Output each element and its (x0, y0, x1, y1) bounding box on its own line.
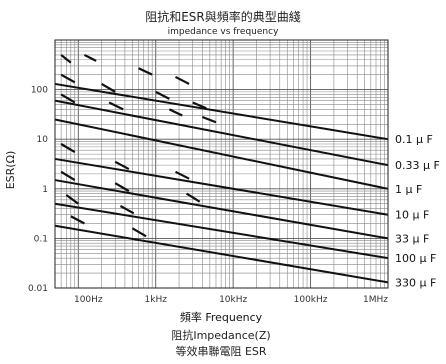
esr-dash (60, 143, 76, 154)
series-label: 330 μ F (395, 276, 436, 289)
y-axis-label: ESR(Ω) (4, 151, 17, 190)
x-tick-labels: 100Hz 1kHz 10kHz 100kHz 1MHz (74, 295, 388, 305)
esr-dash (60, 170, 76, 182)
esr-dash (174, 170, 190, 180)
esr-dash (114, 182, 130, 193)
esr-dash (65, 194, 79, 205)
series-label: 10 μ F (395, 209, 429, 222)
esr-dash (155, 90, 170, 100)
esr-dash (174, 75, 190, 85)
impedance-line (54, 224, 389, 284)
esr-dash (83, 53, 97, 62)
y-tick-label: 0.1 (34, 234, 48, 244)
esr-dash (60, 73, 76, 84)
esr-dash (101, 82, 116, 93)
impedance-line (54, 118, 389, 190)
footer-esr-label: 等效串聯電阻 ESR (175, 344, 266, 358)
esr-dash (168, 108, 183, 117)
x-tick-label: 10kHz (219, 295, 247, 305)
series-label: 100 μ F (395, 252, 436, 265)
series-label: 0.33 μ F (395, 159, 440, 172)
y-tick-label: 1 (42, 185, 48, 195)
esr-dash (60, 93, 76, 104)
y-tick-label: 10 (37, 135, 49, 145)
esr-dash (192, 101, 207, 110)
esr-dash (119, 205, 135, 215)
y-tick-label: 0.01 (28, 284, 48, 294)
x-axis-label: 頻率 Frequency (180, 310, 263, 324)
impedance-line (54, 202, 389, 260)
x-tick-label: 1MHz (363, 295, 388, 305)
x-tick-label: 100kHz (294, 295, 328, 305)
series-label: 0.1 μ F (395, 133, 433, 146)
impedance-lines (54, 82, 389, 284)
series-labels: 0.1 μ F 0.33 μ F 1 μ F 10 μ F 33 μ F 100 μ F 3… (395, 133, 440, 289)
esr-dash (70, 215, 85, 225)
esr-dash (60, 54, 72, 64)
chart-title: 阻抗和ESR與頻率的典型曲綫 (145, 9, 301, 24)
esr-dash (108, 101, 124, 111)
y-tick-labels: 100 10 1 0.1 0.01 (28, 86, 48, 294)
esr-dash (201, 115, 217, 124)
esr-marks (60, 53, 217, 238)
impedance-line (54, 157, 389, 216)
x-tick-label: 100Hz (74, 295, 103, 305)
esr-dash (138, 67, 153, 76)
esr-dash (114, 160, 130, 171)
impedance-line (54, 179, 389, 240)
x-tick-label: 1kHz (145, 295, 168, 305)
impedance-line (54, 82, 389, 141)
series-label: 33 μ F (395, 232, 429, 245)
esr-dash (185, 192, 201, 203)
impedance-line (54, 99, 389, 167)
footer-impedance-label: 阻抗Impedance(Z) (171, 328, 270, 342)
series-label: 1 μ F (395, 183, 422, 196)
esr-dash (131, 227, 147, 238)
y-tick-label: 100 (31, 86, 48, 96)
chart-subtitle: impedance vs frequency (168, 27, 279, 37)
plot-frame (54, 39, 389, 289)
